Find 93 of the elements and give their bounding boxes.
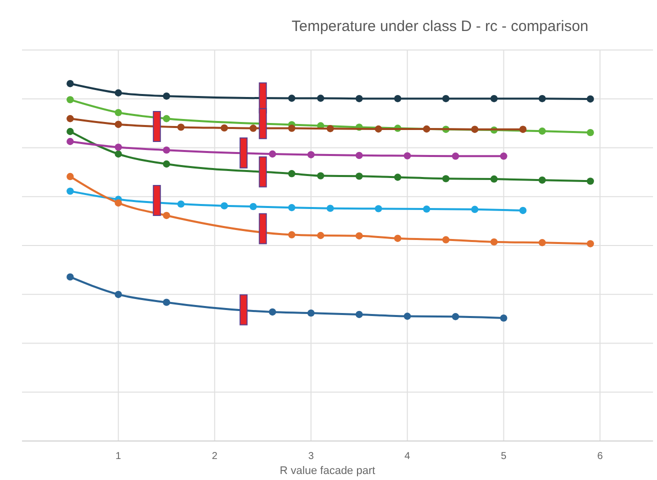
point xyxy=(307,309,315,317)
point xyxy=(154,197,160,204)
point xyxy=(538,239,546,246)
point xyxy=(519,206,527,214)
point xyxy=(220,124,228,132)
point xyxy=(177,124,185,131)
point xyxy=(452,152,460,160)
point xyxy=(268,308,276,316)
point xyxy=(326,204,334,212)
point xyxy=(317,94,324,102)
point xyxy=(288,94,296,102)
point xyxy=(240,150,247,156)
point xyxy=(586,128,594,136)
point xyxy=(374,205,382,212)
point xyxy=(490,95,498,102)
point xyxy=(162,92,170,100)
point xyxy=(471,126,478,133)
point xyxy=(538,176,546,184)
point xyxy=(423,125,430,133)
point xyxy=(162,115,170,122)
point xyxy=(586,240,594,248)
point xyxy=(394,234,402,242)
point xyxy=(519,126,527,133)
point xyxy=(66,128,74,136)
point xyxy=(66,273,74,281)
point xyxy=(288,170,296,178)
x-tick-label: 6 xyxy=(597,451,604,462)
point xyxy=(317,172,324,180)
point xyxy=(66,138,74,146)
point xyxy=(66,80,74,88)
x-tick-label: 4 xyxy=(404,451,411,462)
point xyxy=(356,152,363,160)
point xyxy=(394,95,402,102)
x-axis-title: R value facade part xyxy=(280,465,376,477)
point xyxy=(394,174,402,181)
point xyxy=(586,95,594,103)
point xyxy=(114,144,122,151)
point xyxy=(442,175,450,182)
point xyxy=(471,206,478,213)
point xyxy=(288,124,296,132)
point xyxy=(114,290,122,298)
point xyxy=(260,120,266,127)
x-tick-label: 1 xyxy=(116,451,122,462)
point xyxy=(66,172,74,180)
point xyxy=(404,312,411,320)
point xyxy=(114,89,122,96)
point xyxy=(162,298,170,306)
point xyxy=(490,175,498,183)
point xyxy=(288,204,296,212)
point xyxy=(317,232,324,240)
point xyxy=(114,150,122,158)
point xyxy=(356,232,363,240)
x-tick-label: 2 xyxy=(212,451,218,462)
point xyxy=(356,310,363,318)
point xyxy=(268,150,276,158)
point xyxy=(452,313,460,320)
point xyxy=(356,95,363,102)
point xyxy=(288,231,296,238)
point xyxy=(260,168,266,175)
point xyxy=(250,124,257,132)
point xyxy=(586,178,594,185)
point xyxy=(404,152,411,160)
point xyxy=(240,306,247,313)
point xyxy=(162,212,170,220)
point xyxy=(66,115,74,122)
point xyxy=(423,205,430,213)
point xyxy=(500,314,508,322)
point xyxy=(162,146,170,154)
point xyxy=(307,151,315,158)
point xyxy=(260,226,266,232)
point xyxy=(538,95,546,102)
point xyxy=(162,160,170,168)
point xyxy=(66,96,74,104)
point xyxy=(114,120,122,128)
point xyxy=(114,199,122,207)
point xyxy=(442,236,450,244)
point xyxy=(177,200,185,208)
x-tick-label: 5 xyxy=(500,451,507,462)
point xyxy=(326,125,334,132)
x-tick-label: 3 xyxy=(308,451,314,462)
point xyxy=(538,128,546,135)
point xyxy=(490,238,498,246)
chart-title: Temperature under class D - rc - comparison xyxy=(292,18,588,35)
point xyxy=(250,202,257,210)
point xyxy=(154,123,160,130)
point xyxy=(220,202,228,210)
point xyxy=(442,95,450,102)
point xyxy=(356,172,363,180)
point xyxy=(500,152,508,160)
point xyxy=(66,188,74,195)
point xyxy=(374,125,382,133)
point xyxy=(114,108,122,116)
point xyxy=(260,94,266,101)
